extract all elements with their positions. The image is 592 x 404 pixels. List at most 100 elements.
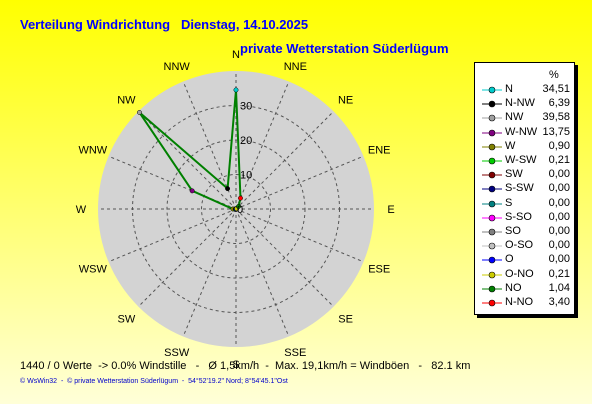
legend-marker-icon bbox=[482, 214, 502, 222]
direction-label-e: E bbox=[387, 204, 394, 216]
legend-marker-icon bbox=[482, 285, 502, 293]
legend-direction: NW bbox=[505, 111, 524, 124]
legend-value: 6,39 bbox=[548, 97, 570, 110]
stats-line: 1440 / 0 Werte -> 0.0% Windstille - Ø 1,… bbox=[20, 360, 471, 372]
spoke-nw bbox=[138, 111, 237, 210]
legend-item: O 0,00 bbox=[475, 253, 574, 267]
legend-value: 34,51 bbox=[542, 83, 570, 95]
spoke-ne bbox=[235, 111, 334, 210]
legend-value: 0,90 bbox=[548, 139, 570, 152]
direction-label-wsw: WSW bbox=[79, 263, 108, 275]
direction-label-sse: SSE bbox=[284, 347, 306, 359]
legend-direction: S bbox=[505, 196, 513, 209]
legend-marker-icon bbox=[482, 200, 502, 207]
ring-label-20: 20 bbox=[240, 135, 252, 147]
legend-direction: O-SO bbox=[505, 239, 534, 252]
data-point-nw bbox=[136, 109, 142, 115]
legend-value: 0,00 bbox=[548, 182, 570, 195]
data-point-n-no bbox=[238, 195, 243, 201]
legend-value: 3,40 bbox=[548, 296, 570, 308]
direction-label-wnw: WNW bbox=[78, 145, 107, 157]
spoke-ssw bbox=[182, 208, 237, 337]
legend-item: W 0,90 bbox=[475, 140, 574, 154]
legend-marker-icon bbox=[482, 143, 502, 151]
legend-item: S 0,00 bbox=[475, 197, 574, 211]
legend-marker-icon bbox=[482, 186, 502, 193]
legend-direction: SW bbox=[505, 168, 523, 181]
direction-label-ne: NE bbox=[338, 94, 353, 106]
legend-marker-icon bbox=[482, 228, 502, 236]
legend-marker-icon bbox=[482, 242, 502, 250]
legend-direction: W-NW bbox=[505, 125, 538, 138]
spoke-nne bbox=[235, 81, 290, 210]
legend-item: NO 1,04 bbox=[475, 282, 574, 296]
data-point-n-nw bbox=[225, 186, 231, 192]
legend-value: 0,00 bbox=[548, 168, 570, 181]
spoke-wsw bbox=[108, 208, 237, 263]
legend-item: N-NW 6,39 bbox=[475, 97, 574, 111]
spoke-sse bbox=[235, 208, 290, 337]
legend-marker-icon bbox=[482, 299, 502, 307]
legend-item: W-NW 13,75 bbox=[475, 126, 574, 140]
legend-item: N 34,51 bbox=[475, 83, 574, 97]
legend-item: S-SO 0,00 bbox=[475, 211, 574, 225]
legend-direction: NO bbox=[505, 281, 522, 294]
spoke-ene bbox=[235, 155, 364, 210]
direction-label-n: N bbox=[232, 49, 240, 61]
ring-label-30: 30 bbox=[240, 101, 252, 113]
footer-copyright: © WsWin32 - © private Wetterstation Süde… bbox=[20, 378, 288, 385]
legend-marker-icon bbox=[482, 115, 502, 122]
legend-marker-icon bbox=[482, 257, 502, 264]
legend-item: N-NO 3,40 bbox=[475, 296, 574, 310]
legend-direction: W-SW bbox=[505, 154, 537, 166]
ring-label-0: 0 bbox=[237, 204, 243, 216]
legend-unit: % bbox=[549, 69, 559, 81]
legend-value: 0,00 bbox=[548, 196, 570, 209]
legend-item: SO 0,00 bbox=[475, 225, 574, 239]
data-point-no bbox=[236, 204, 241, 209]
direction-label-nne: NNE bbox=[284, 61, 307, 73]
direction-label-sw: SW bbox=[118, 314, 136, 326]
legend-item: S-SW 0,00 bbox=[475, 182, 574, 196]
legend-item: SW 0,00 bbox=[475, 168, 574, 182]
legend-value: 0,00 bbox=[548, 253, 570, 266]
direction-label-se: SE bbox=[338, 314, 353, 326]
data-point-n bbox=[233, 87, 239, 93]
legend-marker-icon bbox=[482, 157, 502, 165]
legend-direction: S-SW bbox=[505, 182, 534, 195]
legend-marker-icon bbox=[482, 86, 502, 94]
legend-value: 0,00 bbox=[548, 239, 570, 252]
legend-direction: W bbox=[505, 139, 516, 152]
direction-label-s: S bbox=[232, 359, 239, 371]
legend-value: 13,75 bbox=[542, 125, 570, 138]
legend-direction: S-SO bbox=[505, 210, 532, 223]
spoke-wnw bbox=[108, 155, 237, 210]
legend-direction: N-NO bbox=[505, 296, 534, 308]
legend: % N 34,51 N-NW 6,39 NW 39,58 W-NW 13,75 W 0,90 W-S… bbox=[474, 62, 575, 315]
legend-direction: N-NW bbox=[505, 97, 535, 110]
direction-label-ese: ESE bbox=[368, 263, 390, 275]
legend-value: 1,04 bbox=[548, 281, 570, 294]
legend-item: O-NO 0,21 bbox=[475, 268, 574, 282]
legend-marker-icon bbox=[482, 271, 502, 278]
chart-subtitle: private Wetterstation Süderlügum bbox=[240, 41, 449, 56]
ring-10 bbox=[201, 174, 271, 244]
legend-value: 0,00 bbox=[548, 210, 570, 223]
direction-label-ene: ENE bbox=[368, 145, 391, 157]
legend-value: 39,58 bbox=[542, 111, 570, 124]
legend-value: 0,00 bbox=[548, 225, 570, 237]
data-point-w-nw bbox=[189, 188, 195, 194]
legend-item: O-SO 0,00 bbox=[475, 239, 574, 253]
direction-label-w: W bbox=[76, 204, 87, 216]
direction-label-ssw: SSW bbox=[164, 347, 190, 359]
direction-label-nnw: NNW bbox=[164, 61, 191, 73]
legend-marker-icon bbox=[482, 100, 502, 108]
legend-value: 0,21 bbox=[548, 154, 570, 166]
spoke-sw bbox=[138, 208, 237, 307]
spoke-ese bbox=[235, 208, 364, 263]
legend-direction: N bbox=[505, 83, 513, 95]
legend-item: W-SW 0,21 bbox=[475, 154, 574, 168]
legend-item: NW 39,58 bbox=[475, 111, 574, 125]
